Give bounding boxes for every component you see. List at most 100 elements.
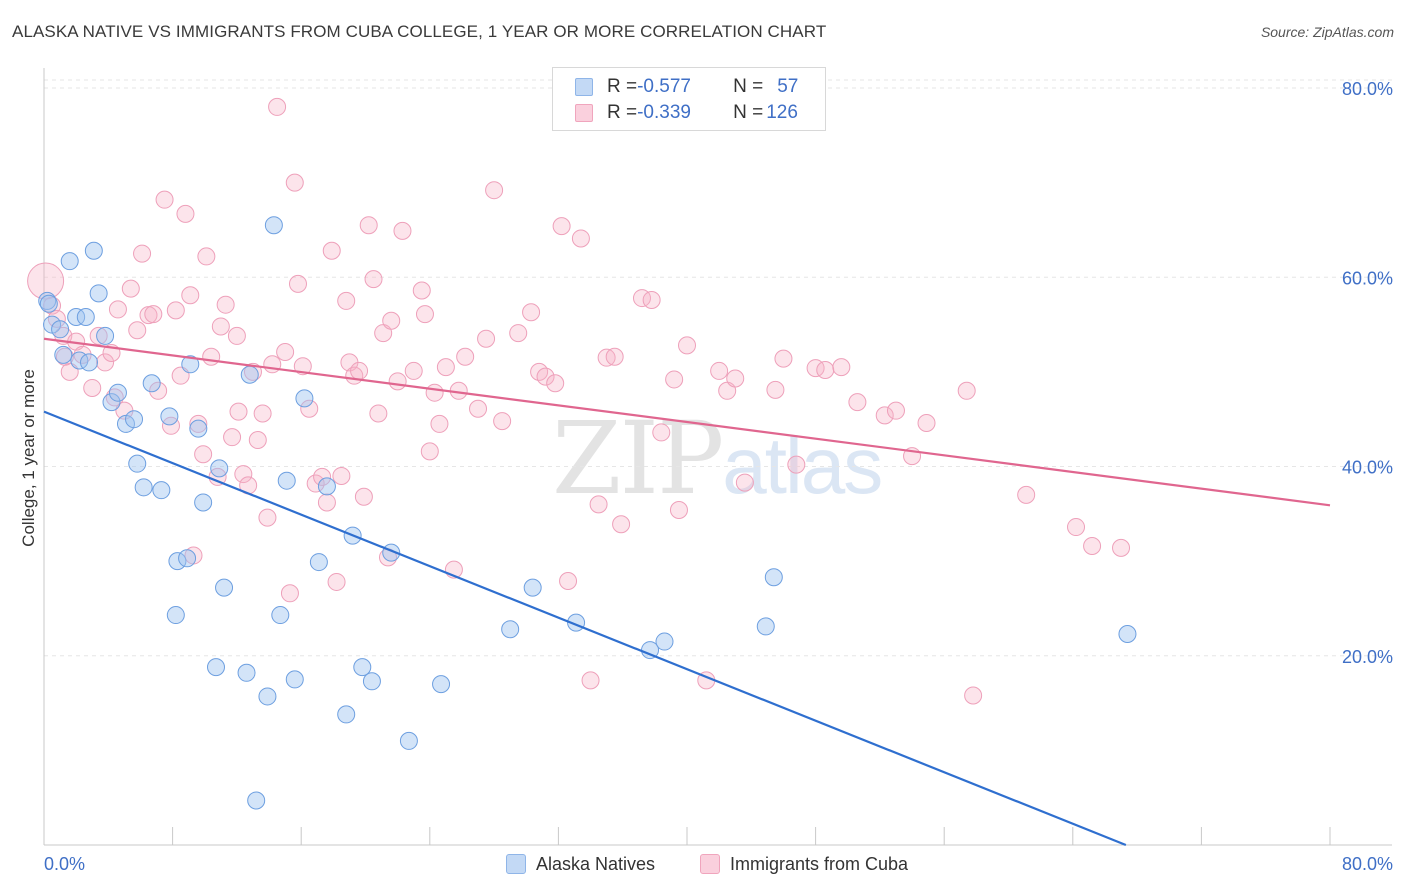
cuba-point — [774, 349, 793, 368]
cuba-point — [605, 347, 624, 366]
cuba-point — [766, 380, 785, 399]
alaska-point — [501, 620, 520, 639]
cuba-point — [382, 311, 401, 330]
cuba-point — [133, 244, 152, 263]
cuba-point — [477, 329, 496, 348]
cuba-point — [197, 247, 216, 266]
alaska-point — [142, 374, 161, 393]
alaska-point — [194, 493, 213, 512]
cuba-point — [189, 414, 208, 433]
cuba-point — [83, 378, 102, 397]
alaska-point — [51, 320, 70, 339]
alaska-point — [258, 687, 277, 706]
stats-legend-row-alaska: R = -0.577 N = 57 — [575, 76, 798, 98]
cuba-point — [216, 295, 235, 314]
cuba-point — [322, 241, 341, 260]
alaska-point — [210, 459, 229, 478]
cuba-point — [313, 467, 332, 486]
cuba-point — [285, 173, 304, 192]
cuba-point — [268, 97, 287, 116]
cuba-point — [253, 404, 272, 423]
cuba-point — [105, 388, 124, 407]
r-label: R = — [607, 102, 638, 123]
cuba-point — [337, 291, 356, 310]
r-value: -0.339 — [637, 102, 691, 123]
cuba-point — [211, 317, 230, 336]
cuba-legend-label: Immigrants from Cuba — [730, 853, 909, 874]
alaska-trend-line — [43, 410, 1127, 847]
cuba-point — [47, 309, 66, 328]
cuba-point — [589, 495, 608, 514]
cuba-point — [404, 361, 423, 380]
cuba-point — [258, 508, 277, 527]
cuba-point — [665, 370, 684, 389]
alaska-point — [80, 353, 99, 372]
x-tick-label: 0.0% — [44, 854, 85, 874]
legend-alaska-natives: Alaska Natives — [506, 852, 655, 876]
alaska-point — [207, 658, 226, 677]
alaska-point — [655, 632, 674, 651]
cuba-point — [678, 336, 696, 355]
cuba-point — [27, 262, 65, 300]
cuba-point — [559, 571, 578, 590]
cuba-point — [642, 290, 661, 309]
alaska-point — [181, 355, 200, 374]
cuba-swatch — [575, 104, 593, 122]
cuba-point — [1067, 518, 1086, 537]
cuba-point — [202, 347, 221, 366]
cuba-point — [263, 355, 282, 374]
watermark-atlas: atlas — [722, 421, 883, 510]
cuba-point — [412, 281, 431, 300]
cuba-point — [420, 442, 439, 461]
cuba-point — [469, 399, 488, 418]
cuba-point — [181, 286, 200, 305]
cuba-point — [710, 361, 729, 380]
cuba-point — [430, 414, 449, 433]
alaska-point — [38, 291, 57, 310]
cuba-point — [327, 572, 346, 591]
cuba-point — [144, 305, 163, 324]
alaska-point — [362, 672, 381, 691]
cuba-point — [388, 372, 407, 391]
alaska-legend-swatch — [506, 854, 526, 874]
alaska-point — [237, 663, 256, 682]
alaska-point — [309, 553, 328, 572]
alaska-point — [128, 454, 147, 473]
cuba-point — [485, 181, 504, 200]
cuba-point — [612, 515, 631, 534]
cuba-point — [166, 301, 185, 320]
alaska-swatch — [575, 78, 593, 96]
cuba-point — [227, 326, 246, 345]
cuba-point — [306, 474, 325, 493]
cuba-point — [787, 455, 806, 474]
alaska-point — [247, 791, 266, 810]
alaska-point — [1118, 624, 1137, 643]
cuba-point — [176, 204, 195, 223]
cuba-point — [1017, 485, 1036, 504]
alaska-point — [166, 606, 185, 625]
alaska-point — [89, 284, 108, 303]
n-value: 57 — [777, 76, 799, 97]
cuba-point — [652, 423, 671, 442]
watermark: ZIPatlas — [552, 400, 883, 517]
cuba-point — [89, 326, 108, 345]
cuba-point — [436, 358, 455, 377]
cuba-point — [243, 362, 262, 381]
cuba-point — [350, 361, 369, 380]
alaska-point — [67, 307, 86, 326]
cuba-point — [317, 493, 336, 512]
cuba-point — [332, 466, 351, 485]
cuba-point — [848, 393, 867, 412]
alaska-point — [125, 410, 144, 429]
cuba-point — [96, 353, 115, 372]
cuba-point — [581, 671, 600, 690]
cuba-point — [522, 303, 541, 322]
cuba-point — [288, 274, 307, 293]
cuba-point — [194, 445, 213, 464]
cuba-point — [293, 357, 312, 376]
cuba-point — [571, 229, 590, 248]
alaska-point — [54, 345, 73, 364]
cuba-point — [234, 465, 253, 484]
alaska-point — [756, 617, 775, 636]
y-tick-label: 80.0% — [1342, 79, 1393, 99]
